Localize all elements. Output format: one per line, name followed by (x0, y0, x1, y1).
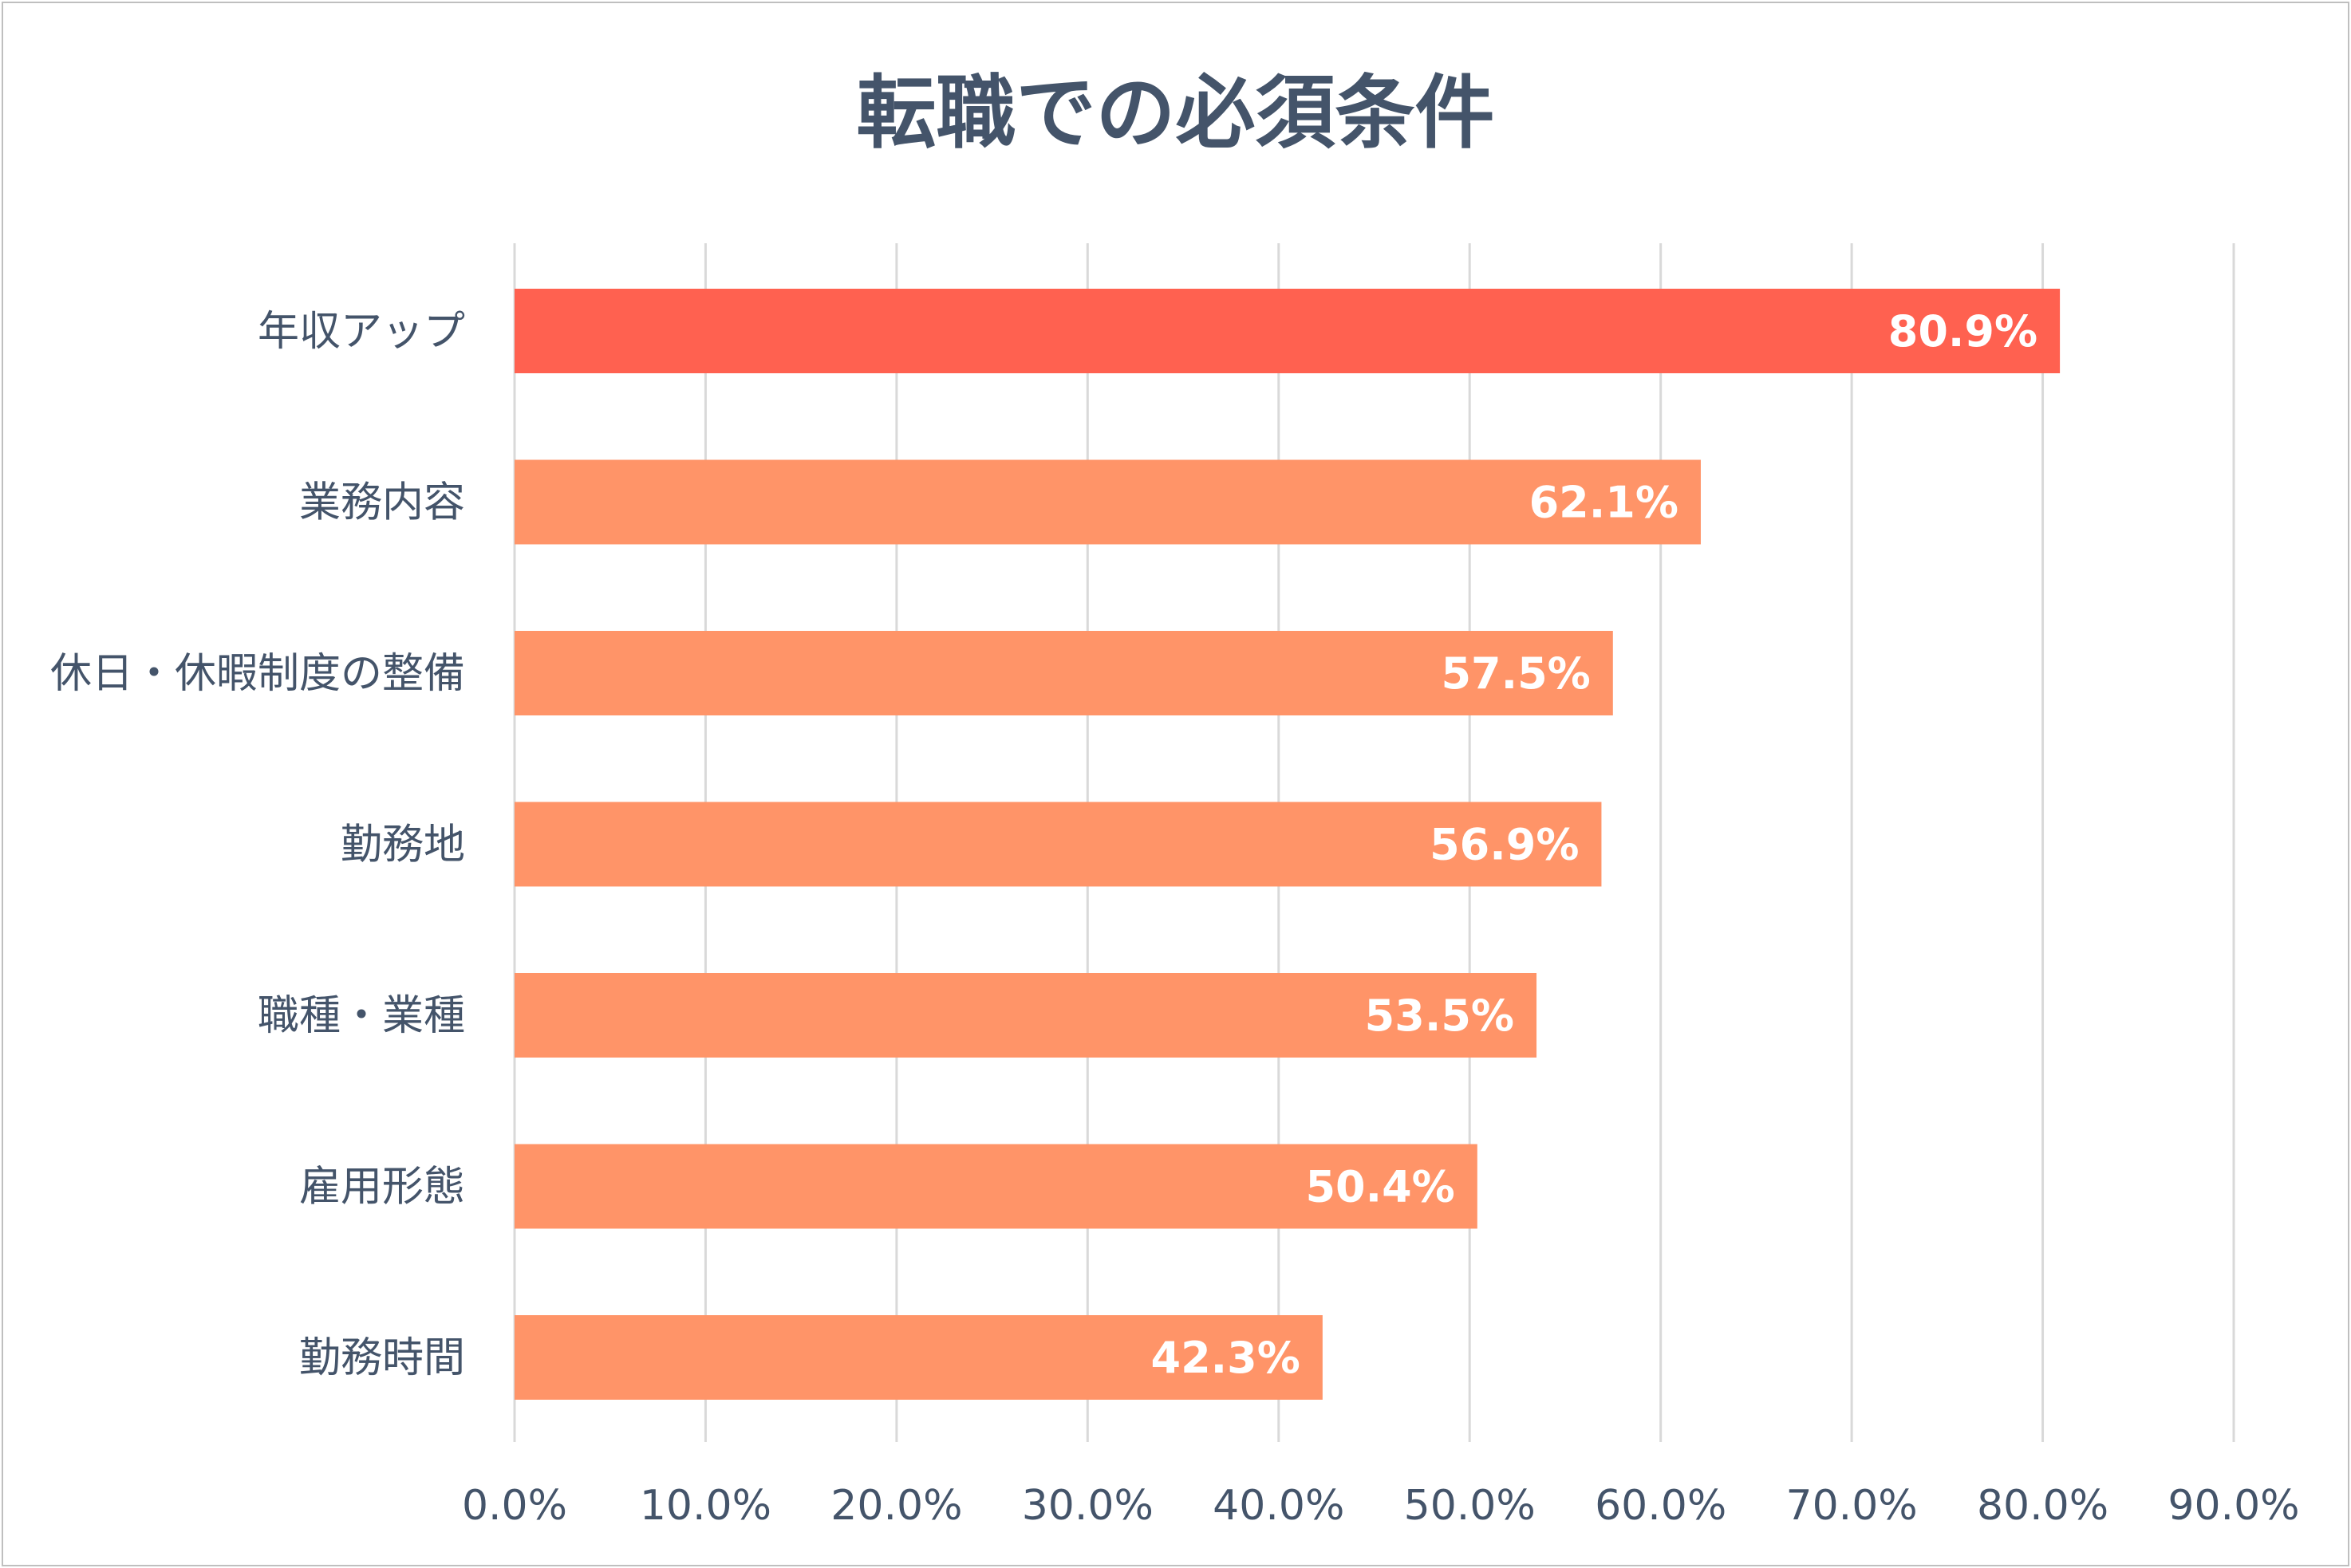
x-tick-label: 70.0% (1786, 1482, 1918, 1530)
x-tick-label: 30.0% (1022, 1482, 1154, 1530)
x-tick-label: 0.0% (462, 1482, 567, 1530)
category-label: 勤務地 (341, 821, 465, 869)
value-label: 53.5% (1365, 991, 1514, 1041)
bar (515, 1144, 1477, 1229)
value-label: 50.4% (1305, 1162, 1454, 1212)
value-label: 80.9% (1888, 306, 2037, 357)
value-label: 62.1% (1529, 478, 1678, 528)
category-label: 職種・業種 (258, 992, 465, 1040)
x-axis-tick-labels: 0.0% 10.0% 20.0% 30.0% 40.0% 50.0% 60.0% 70.0% 8… (462, 1482, 2300, 1530)
bar (515, 289, 2061, 373)
category-label: 勤務時間 (299, 1334, 465, 1382)
x-tick-label: 90.0% (2168, 1482, 2299, 1530)
value-label: 56.9% (1430, 820, 1579, 870)
bar (515, 459, 1701, 545)
bar (515, 973, 1537, 1058)
category-label: 業務内容 (299, 479, 465, 527)
value-label: 57.5% (1441, 648, 1590, 699)
category-label: 年収アップ (258, 308, 465, 356)
bar (515, 631, 1613, 715)
category-label: 休日・休暇制度の整備 (50, 650, 465, 698)
x-tick-label: 50.0% (1404, 1482, 1536, 1530)
value-label: 42.3% (1151, 1333, 1300, 1383)
x-tick-label: 80.0% (1977, 1482, 2108, 1530)
bar (515, 802, 1602, 887)
x-tick-label: 20.0% (830, 1482, 962, 1530)
x-tick-label: 60.0% (1595, 1482, 1726, 1530)
x-tick-label: 40.0% (1213, 1482, 1344, 1530)
chart-title: 転職での必須条件 (856, 66, 1495, 160)
category-label: 雇用形態 (299, 1164, 465, 1211)
bar (515, 1315, 1323, 1400)
x-tick-label: 10.0% (640, 1482, 771, 1530)
bars: 80.9% 62.1% 57.5% 56.9% 53.5% 50.4% 42.3% (515, 289, 2061, 1400)
